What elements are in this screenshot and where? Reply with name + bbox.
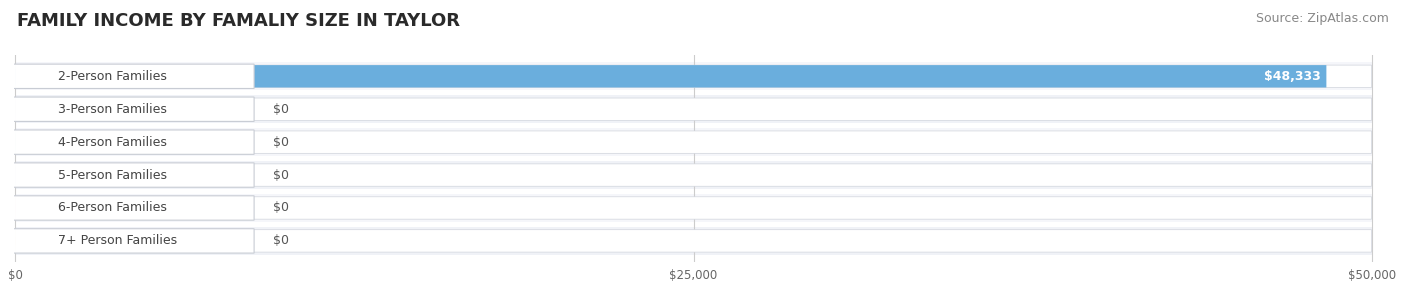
FancyBboxPatch shape: [15, 65, 1326, 88]
Text: $0: $0: [273, 136, 290, 149]
FancyBboxPatch shape: [13, 64, 254, 88]
Text: $0: $0: [273, 202, 290, 214]
Bar: [15, 194, 1372, 222]
Text: $0: $0: [273, 103, 290, 116]
Text: 5-Person Families: 5-Person Families: [58, 169, 167, 181]
Text: 2-Person Families: 2-Person Families: [58, 70, 166, 83]
FancyBboxPatch shape: [15, 230, 1372, 252]
Bar: [15, 95, 1372, 124]
FancyBboxPatch shape: [15, 65, 1372, 88]
Bar: [15, 62, 1372, 91]
Text: 4-Person Families: 4-Person Families: [58, 136, 166, 149]
FancyBboxPatch shape: [13, 130, 254, 154]
Bar: [15, 161, 1372, 189]
FancyBboxPatch shape: [15, 131, 65, 153]
Text: 7+ Person Families: 7+ Person Families: [58, 235, 177, 247]
FancyBboxPatch shape: [13, 163, 254, 187]
Text: 3-Person Families: 3-Person Families: [58, 103, 166, 116]
Text: Source: ZipAtlas.com: Source: ZipAtlas.com: [1256, 12, 1389, 25]
Bar: [15, 227, 1372, 255]
FancyBboxPatch shape: [15, 131, 1372, 153]
FancyBboxPatch shape: [13, 196, 254, 220]
FancyBboxPatch shape: [15, 230, 65, 252]
Text: $0: $0: [273, 169, 290, 181]
FancyBboxPatch shape: [15, 98, 1372, 120]
FancyBboxPatch shape: [15, 197, 1372, 219]
Text: 6-Person Families: 6-Person Families: [58, 202, 166, 214]
FancyBboxPatch shape: [15, 98, 65, 120]
FancyBboxPatch shape: [15, 164, 65, 186]
FancyBboxPatch shape: [13, 97, 254, 121]
FancyBboxPatch shape: [13, 229, 254, 253]
FancyBboxPatch shape: [15, 197, 65, 219]
FancyBboxPatch shape: [15, 164, 1372, 186]
Text: FAMILY INCOME BY FAMALIY SIZE IN TAYLOR: FAMILY INCOME BY FAMALIY SIZE IN TAYLOR: [17, 12, 460, 30]
Text: $48,333: $48,333: [1264, 70, 1322, 83]
Text: $0: $0: [273, 235, 290, 247]
Bar: [15, 128, 1372, 156]
